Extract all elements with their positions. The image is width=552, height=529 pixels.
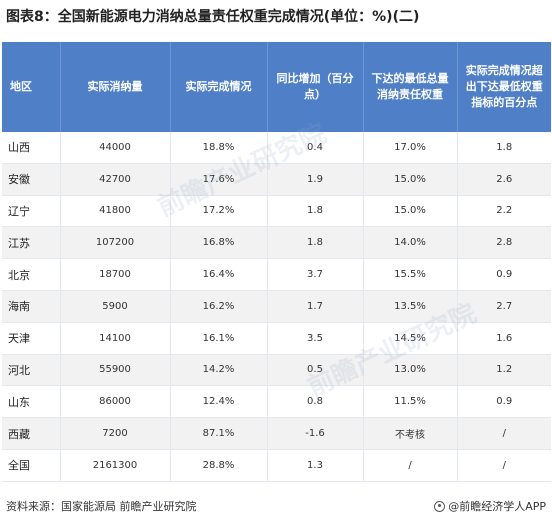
- cell-yoy-increase: 1.8: [267, 226, 364, 260]
- table-row: 全国 2161300 28.8% 1.3//: [2, 449, 551, 482]
- table-row: 山西 44000 18.8% 0.4 17.0% 1.8: [2, 132, 551, 164]
- cell-min-weight: 15.0%: [363, 163, 458, 196]
- cell-region: 河北: [2, 354, 61, 387]
- cell-actual-consumption: 41800: [60, 195, 171, 228]
- cell-min-weight: 17.0%: [363, 132, 458, 164]
- cell-min-weight: 15.5%: [363, 258, 458, 291]
- cell-actual-completion: 18.8%: [170, 132, 268, 164]
- cell-min-weight: 13.5%: [363, 290, 458, 323]
- table-row: 河北 55900 14.2% 0.5 13.0% 1.2: [2, 354, 551, 387]
- cell-yoy-increase: 1.9: [267, 163, 364, 196]
- cell-exceed-points: 2.6: [457, 163, 551, 196]
- cell-yoy-increase: 3.5: [267, 322, 364, 355]
- cell-actual-completion: 16.4%: [170, 258, 268, 291]
- cell-yoy-increase: 1.8: [267, 195, 364, 228]
- cell-actual-consumption: 86000: [60, 385, 171, 419]
- table-row: 西藏 7200 87.1% -1.6 不考核 /: [2, 417, 551, 450]
- cell-region: 西藏: [2, 417, 61, 450]
- cell-exceed-points: 1.2: [457, 354, 551, 387]
- table-row: 江苏 107200 16.8% 1.8 14.0% 2.8: [2, 226, 551, 260]
- cell-actual-completion: 12.4%: [170, 385, 268, 419]
- cell-actual-consumption: 5900: [60, 290, 171, 323]
- cell-min-weight: 14.5%: [363, 322, 458, 355]
- cell-region: 天津: [2, 322, 61, 355]
- cell-yoy-increase: -1.6: [267, 417, 364, 450]
- cell-min-weight: 13.0%: [363, 354, 458, 387]
- brand-credit: @前瞻经济学人APP: [434, 498, 546, 514]
- cell-actual-completion: 16.1%: [170, 322, 268, 355]
- cell-exceed-points: 2.2: [457, 195, 551, 228]
- header-actual-consumption: 实际消纳量: [60, 42, 171, 132]
- cell-actual-consumption: 7200: [60, 417, 171, 450]
- cell-actual-consumption: 14100: [60, 322, 171, 355]
- cell-actual-completion: 17.6%: [170, 163, 268, 196]
- cell-yoy-increase: 0.5: [267, 354, 364, 387]
- cell-actual-consumption: 44000: [60, 132, 171, 164]
- cell-region: 全国: [2, 449, 61, 482]
- table-row: 安徽 42700 17.6% 1.9 15.0% 2.6: [2, 163, 551, 196]
- cell-exceed-points: 1.8: [457, 132, 551, 164]
- cell-region: 辽宁: [2, 195, 61, 228]
- header-yoy-increase: 同比增加（百分点）: [267, 42, 364, 132]
- cell-yoy-increase: 0.4: [267, 132, 364, 164]
- cell-actual-consumption: 107200: [60, 226, 171, 260]
- cell-min-weight: 不考核: [363, 417, 458, 450]
- cell-yoy-increase: 3.7: [267, 258, 364, 291]
- cell-region: 海南: [2, 290, 61, 323]
- header-min-weight: 下达的最低总量消纳责任权重: [363, 42, 458, 132]
- data-table: 地区 实际消纳量 实际完成情况 同比增加（百分点） 下达的最低总量消纳责任权重 …: [2, 42, 551, 482]
- cell-actual-completion: 16.2%: [170, 290, 268, 323]
- cell-actual-consumption: 42700: [60, 163, 171, 196]
- table-row: 辽宁 41800 17.2% 1.8 15.0% 2.2: [2, 195, 551, 228]
- table-row: 海南 5900 16.2% 1.7 13.5% 2.7: [2, 290, 551, 323]
- page-title: 图表8：全国新能源电力消纳总量责任权重完成情况(单位：%)(二): [6, 9, 420, 25]
- brand-label: @前瞻经济学人APP: [448, 500, 546, 513]
- cell-actual-consumption: 2161300: [60, 449, 171, 482]
- cell-actual-completion: 14.2%: [170, 354, 268, 387]
- cell-yoy-increase: 1.7: [267, 290, 364, 323]
- cell-actual-completion: 17.2%: [170, 195, 268, 228]
- cell-actual-consumption: 18700: [60, 258, 171, 291]
- brand-logo-icon: [434, 500, 446, 512]
- cell-exceed-points: /: [457, 449, 551, 482]
- source-note: 资料来源：国家能源局 前瞻产业研究院: [6, 500, 197, 513]
- cell-region: 北京: [2, 258, 61, 291]
- cell-min-weight: /: [363, 449, 458, 482]
- cell-actual-completion: 87.1%: [170, 417, 268, 450]
- header-actual-completion: 实际完成情况: [170, 42, 268, 132]
- table-row: 山东 86000 12.4% 0.8 11.5% 0.9: [2, 385, 551, 419]
- cell-exceed-points: /: [457, 417, 551, 450]
- header-region: 地区: [2, 42, 61, 132]
- table-row: 天津 14100 16.1% 3.5 14.5% 1.6: [2, 322, 551, 355]
- cell-min-weight: 14.0%: [363, 226, 458, 260]
- cell-actual-completion: 16.8%: [170, 226, 268, 260]
- cell-yoy-increase: 1.3: [267, 449, 364, 482]
- table-row: 北京 18700 16.4% 3.7 15.5% 0.9: [2, 258, 551, 291]
- cell-region: 安徽: [2, 163, 61, 196]
- cell-actual-consumption: 55900: [60, 354, 171, 387]
- header-exceed-points: 实际完成情况超出下达最低权重指标的百分点: [457, 42, 551, 132]
- cell-yoy-increase: 0.8: [267, 385, 364, 419]
- table-header-row: 地区 实际消纳量 实际完成情况 同比增加（百分点） 下达的最低总量消纳责任权重 …: [2, 42, 551, 132]
- cell-exceed-points: 0.9: [457, 385, 551, 419]
- cell-min-weight: 11.5%: [363, 385, 458, 419]
- cell-exceed-points: 1.6: [457, 322, 551, 355]
- cell-region: 山西: [2, 132, 61, 164]
- data-table-container: 地区 实际消纳量 实际完成情况 同比增加（百分点） 下达的最低总量消纳责任权重 …: [2, 42, 551, 482]
- cell-exceed-points: 0.9: [457, 258, 551, 291]
- cell-exceed-points: 2.8: [457, 226, 551, 260]
- cell-region: 山东: [2, 385, 61, 419]
- cell-actual-completion: 28.8%: [170, 449, 268, 482]
- cell-min-weight: 15.0%: [363, 195, 458, 228]
- cell-exceed-points: 2.7: [457, 290, 551, 323]
- cell-region: 江苏: [2, 226, 61, 260]
